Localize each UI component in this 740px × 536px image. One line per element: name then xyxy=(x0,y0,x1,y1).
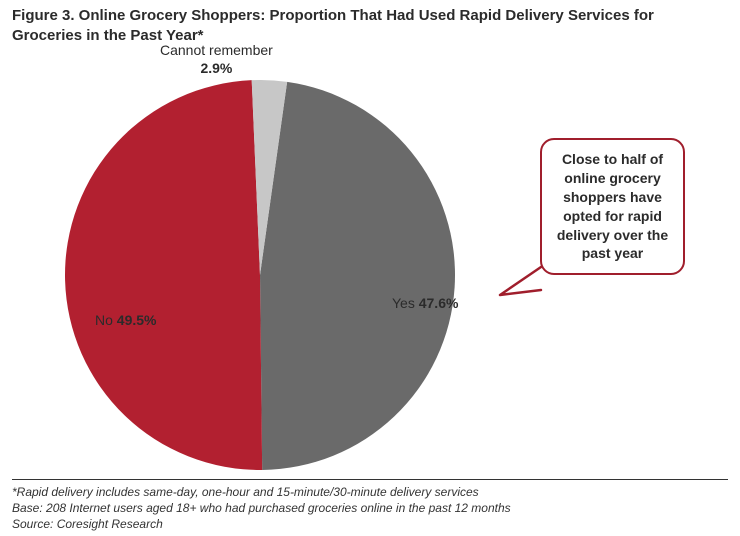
figure-title: Figure 3. Online Grocery Shoppers: Propo… xyxy=(12,6,712,45)
pie-slice-yes xyxy=(260,82,455,470)
slice-name-yes: Yes xyxy=(392,295,415,311)
footnote-line-3: Source: Coresight Research xyxy=(12,516,511,532)
footnote-line-1: *Rapid delivery includes same-day, one-h… xyxy=(12,484,511,500)
slice-label-no: No 49.5% xyxy=(95,312,157,328)
slice-label-yes: Yes 47.6% xyxy=(392,295,458,311)
slice-name-cannot: Cannot remember xyxy=(160,42,273,60)
figure-container: Figure 3. Online Grocery Shoppers: Propo… xyxy=(0,0,740,536)
slice-name-no: No xyxy=(95,312,113,328)
slice-value-yes: 47.6% xyxy=(419,295,459,311)
pie-svg xyxy=(65,80,455,470)
footnotes: *Rapid delivery includes same-day, one-h… xyxy=(12,484,511,533)
chart-area: Yes 47.6% No 49.5% Cannot remember 2.9% … xyxy=(0,50,740,480)
divider-rule xyxy=(12,479,728,480)
slice-label-cannot: Cannot remember 2.9% xyxy=(160,42,273,77)
pie-slice-no xyxy=(65,80,262,470)
footnote-line-2: Base: 208 Internet users aged 18+ who ha… xyxy=(12,500,511,516)
callout-bubble: Close to half of online grocery shoppers… xyxy=(540,138,685,275)
pie-chart xyxy=(65,80,455,470)
slice-value-cannot: 2.9% xyxy=(160,60,273,78)
slice-value-no: 49.5% xyxy=(117,312,157,328)
